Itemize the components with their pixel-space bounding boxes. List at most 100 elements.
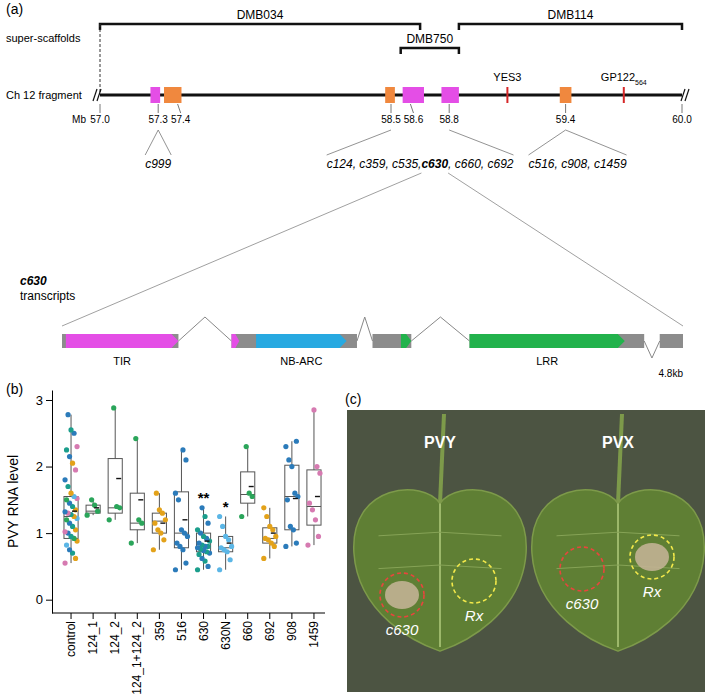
data-point (305, 543, 310, 548)
data-point (73, 556, 78, 561)
y-tick: 2 (36, 459, 52, 474)
data-point (111, 405, 116, 410)
x-tick: 630N (219, 613, 233, 650)
infiltration-ring (380, 573, 424, 617)
whisker-high (115, 408, 116, 459)
whisker-high (181, 450, 182, 492)
data-point (62, 477, 67, 482)
mean-marker (160, 522, 165, 523)
x-axis: control124_1124_2124_1+124_2359516630630… (52, 613, 325, 695)
significance-label: ** (198, 489, 210, 506)
lesion (635, 543, 669, 571)
data-point (183, 457, 188, 462)
whisker-low (159, 533, 160, 550)
infiltration-ring (630, 535, 674, 579)
intron (178, 317, 231, 341)
position-label: 57.3 (148, 114, 168, 125)
data-point (73, 467, 78, 472)
cluster-connector (158, 130, 171, 155)
domain-label: LRR (536, 355, 558, 367)
x-tick-label: 124_1+124_2 (130, 621, 144, 695)
data-point (67, 454, 72, 459)
leaf-title: PVX (602, 434, 634, 451)
data-point (67, 547, 72, 552)
data-point (173, 491, 178, 496)
data-point (247, 491, 252, 496)
panel-label: (c) (345, 391, 361, 407)
x-tick: 692 (263, 613, 277, 641)
x-tick: 359 (153, 613, 167, 641)
gene-block (403, 87, 424, 103)
x-tick-mark (269, 613, 270, 619)
break-mark (681, 89, 685, 101)
box (174, 492, 188, 548)
domain (231, 334, 239, 348)
data-point (316, 534, 321, 539)
x-tick-label: 692 (263, 621, 277, 641)
data-point (64, 543, 69, 548)
x-tick-label: 124_2 (108, 621, 122, 655)
break-mark (97, 89, 101, 101)
x-tick: 124_2 (108, 613, 122, 654)
y-tick: 3 (36, 393, 52, 408)
position-tick (449, 104, 450, 113)
x-tick: 630 (197, 613, 211, 641)
data-point (261, 505, 266, 510)
y-tick-mark (46, 400, 52, 401)
leaf-vein (440, 532, 502, 536)
panel-a: (a)super-scaffoldsCh 12 fragmentDMB034DM… (6, 1, 692, 379)
cluster-connector (566, 130, 627, 155)
data-point (152, 521, 157, 526)
x-tick: 660 (241, 613, 255, 641)
data-point (294, 541, 299, 546)
position-tick (391, 104, 392, 113)
figure-svg: (a)super-scaffoldsCh 12 fragmentDMB034DM… (0, 0, 709, 700)
cluster-highlight: c630 (421, 157, 448, 171)
data-point (267, 524, 272, 529)
domain (66, 334, 179, 348)
petiole (440, 414, 444, 504)
x-tick-mark (115, 613, 116, 619)
data-point (161, 537, 166, 542)
mean-marker (138, 499, 143, 500)
scaffold-bar (401, 48, 459, 54)
data-point (129, 541, 134, 546)
break-mark (93, 89, 97, 101)
position-label: 58.8 (439, 114, 459, 125)
marker-tick (623, 87, 625, 103)
leaf-vein (379, 565, 441, 569)
zoom-line (62, 173, 421, 326)
panel-label: (b) (6, 381, 23, 397)
data-point (286, 457, 291, 462)
x-tick-mark (247, 613, 248, 619)
data-point (202, 514, 207, 519)
whisker-low (313, 525, 314, 545)
data-point (95, 509, 100, 514)
y-tick-label: 3 (36, 393, 43, 408)
data-point (70, 461, 75, 466)
mean-marker (182, 519, 187, 520)
domain-label: NB-ARC (280, 355, 322, 367)
transcript-name: c630 (20, 274, 47, 288)
x-tick: 908 (285, 613, 299, 641)
y-tick-label: 1 (36, 526, 43, 541)
data-point (294, 439, 299, 444)
intron (357, 317, 373, 341)
data-point (310, 507, 315, 512)
x-tick-mark (93, 613, 94, 619)
data-point (183, 560, 188, 565)
data-point (176, 497, 181, 502)
domain (256, 334, 347, 348)
intron (411, 317, 469, 341)
position-label: 58.5 (381, 114, 401, 125)
data-point (196, 541, 201, 546)
data-point (195, 545, 200, 550)
cluster-label: c999 (145, 157, 171, 171)
exon (62, 334, 178, 348)
data-point (273, 534, 278, 539)
scaffold-bar (459, 24, 682, 30)
mean-marker (293, 498, 298, 499)
x-tick-label: 1459 (307, 621, 321, 648)
scaffold-bar (100, 24, 420, 30)
significance-label: * (223, 498, 229, 515)
